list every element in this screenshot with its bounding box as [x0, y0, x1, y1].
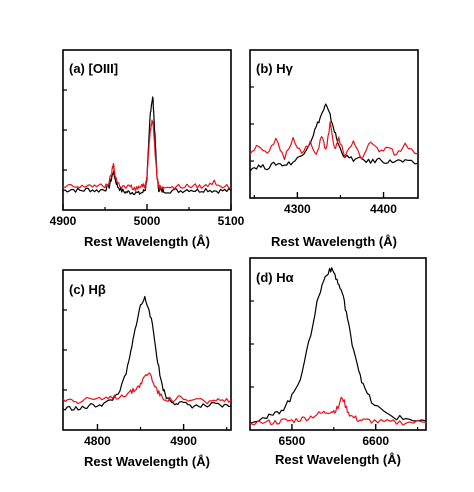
panel-hbeta-black-spectrum-line — [62, 295, 232, 411]
panel-oiii-label: (a) [OIII] — [69, 61, 118, 76]
panel-hgamma-xtick-label: 4300 — [284, 202, 311, 216]
panel-oiii-xtick-label: 4900 — [50, 214, 77, 228]
panel-halpha-black-spectrum-line — [249, 267, 427, 424]
panel-hgamma-red-spectrum-line — [249, 121, 419, 161]
panel-hbeta-xlabel: Rest Wavelength (Å) — [84, 454, 210, 469]
panel-hbeta-xtick-label: 4800 — [84, 434, 111, 448]
panel-halpha-series — [249, 267, 427, 426]
panel-halpha-xtick-label: 6600 — [362, 434, 389, 448]
panel-halpha-red-spectrum-line — [249, 396, 427, 426]
panel-hgamma-series — [249, 103, 419, 172]
panel-oiii-black-spectrum-line — [62, 96, 232, 196]
panel-hbeta-xtick-label: 4900 — [170, 434, 197, 448]
panel-hgamma-ticks: 4300 4400 — [250, 86, 397, 216]
panel-oiii-xtick-label: 5100 — [218, 214, 245, 228]
panel-hgamma: (b) Hγ 4300 4400 Rest Wavelength (Å) — [249, 49, 419, 249]
panel-halpha-ticks: 6500 6600 — [249, 300, 419, 448]
panel-hbeta: (c) Hβ 4800 4900 Rest Wavelength (Å) — [62, 269, 232, 469]
panel-hgamma-label: (b) Hγ — [256, 61, 294, 76]
panel-hbeta-ticks: 4800 4900 — [63, 309, 228, 448]
panel-hgamma-black-spectrum-line — [249, 103, 419, 172]
panel-hbeta-red-spectrum-line — [62, 372, 232, 405]
panel-oiii-ticks: 4900 5000 5100 — [50, 89, 245, 228]
panel-oiii-xlabel: Rest Wavelength (Å) — [84, 234, 210, 249]
panel-halpha: (d) Hα 6500 6600 Rest Wavelength (Å) — [249, 257, 427, 467]
panel-halpha-xtick-label: 6500 — [279, 434, 306, 448]
panel-oiii-red-spectrum-line — [62, 119, 232, 192]
panel-hgamma-xtick-label: 4400 — [370, 202, 397, 216]
panel-oiii: (a) [OIII] 4900 5000 5100 Rest Wavelength … — [50, 49, 245, 249]
panel-halpha-xlabel: Rest Wavelength (Å) — [275, 452, 401, 467]
panel-oiii-xtick-label: 5000 — [134, 214, 161, 228]
panel-oiii-series — [62, 96, 232, 196]
panel-halpha-label: (d) Hα — [256, 270, 294, 285]
panel-hbeta-series — [62, 295, 232, 411]
panel-hbeta-label: (c) Hβ — [69, 282, 106, 297]
panel-hgamma-xlabel: Rest Wavelength (Å) — [271, 234, 397, 249]
